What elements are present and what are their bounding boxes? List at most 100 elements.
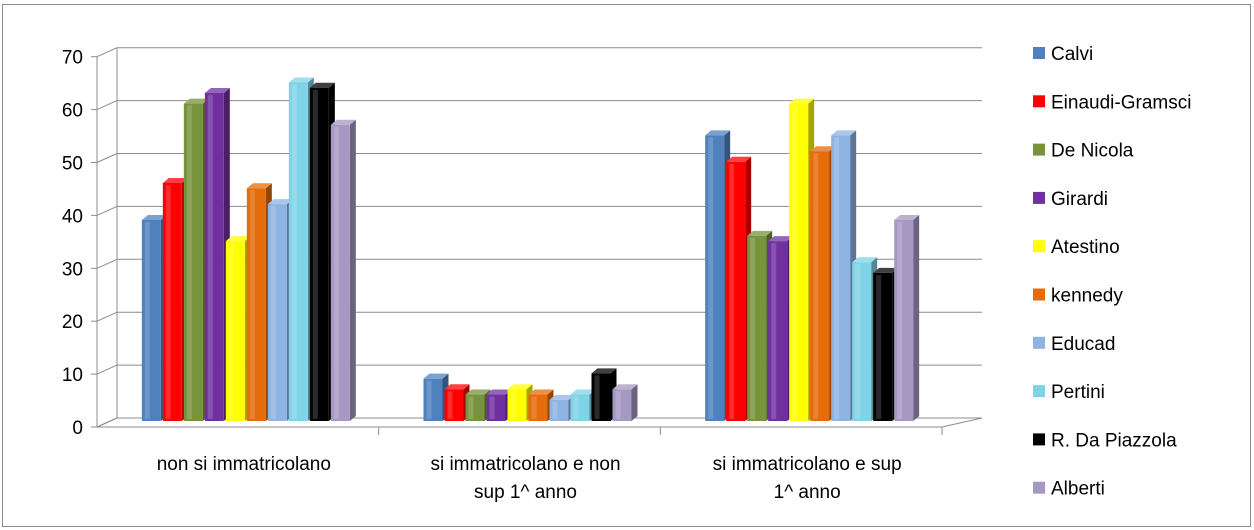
bar-highlight [447,391,453,419]
bar-top [591,368,617,374]
bar-top [465,389,491,395]
y-tick-label: 60 [62,101,83,122]
bar-highlight [834,137,840,419]
bar-highlight [792,105,798,419]
bar-front [831,135,851,421]
y-tick-label: 0 [72,418,83,439]
legend-label: Atestino [1051,237,1120,258]
x-category-label: non si immatricolano [157,454,331,475]
floor-left-edge [96,417,118,428]
bar-front [162,182,182,421]
bar-front [309,87,329,421]
legend-swatch [1033,433,1045,446]
y-tick-label: 20 [62,312,83,333]
bar-top [267,199,293,205]
legend-label: Girardi [1051,189,1108,210]
bar-top [162,177,188,183]
bar-top [528,389,554,395]
bar-highlight [708,137,714,419]
bar-front [810,151,830,421]
bar-top [726,156,752,162]
legend-item: Calvi [1033,44,1093,65]
bar-highlight [855,264,861,419]
axis-labels: 0 10 20 30 40 50 60 70 non si immatricolano si im… [62,48,902,503]
bar-front [183,103,203,421]
bar-top [570,389,596,395]
legend-item: Einaudi-Gramsci [1033,92,1191,113]
y-tick-label: 10 [62,365,83,386]
bar-highlight [876,274,882,419]
bar-top [768,236,794,242]
x-category-label: si immatricolano e non [430,454,620,475]
bar-top [444,384,470,390]
bar-highlight [312,89,318,419]
bar-top [747,230,773,236]
bar-front [330,124,350,421]
legend-item: kennedy [1033,286,1123,307]
bars [141,77,920,422]
bar-top [549,394,575,400]
bar-highlight [333,126,339,419]
bar-front [204,93,224,422]
bar-top [873,267,899,273]
bar-top [507,384,533,390]
bar-front [570,394,590,421]
bar-top [183,98,209,104]
bar-highlight [729,163,735,419]
bar-highlight [144,221,150,419]
bar-front [444,389,464,421]
bar-top [831,130,857,136]
bar-highlight [270,206,276,419]
bar-front [705,135,725,421]
bar-top [288,77,314,83]
legend-item: Pertini [1033,382,1105,403]
legend-swatch [1033,191,1045,204]
gridline-depth [96,258,118,269]
bar-front [612,389,632,421]
legend-label: kennedy [1051,286,1123,307]
y-tick-label: 40 [62,206,83,227]
bar-front [141,219,161,421]
bar-highlight [510,391,516,419]
bar-front [852,262,872,421]
gridline-depth [96,205,118,216]
bar-top [246,183,272,189]
bar-top [309,82,335,88]
bar-front [894,219,914,421]
legend-label: Alberti [1051,479,1105,500]
y-tick-label: 70 [62,48,83,69]
bar-highlight [897,221,903,419]
bar-highlight [552,401,558,419]
gridline-depth [96,311,118,322]
bar-side [631,384,638,421]
legend-label: Educad [1051,334,1115,355]
bar-front [465,394,485,421]
bar-top [705,130,731,136]
bar-top [612,384,638,390]
bar-highlight [186,105,192,419]
bar-highlight [750,237,756,419]
legend-item: Alberti [1033,479,1105,500]
bar-highlight [771,243,777,419]
legend-label: R. Da Piazzola [1051,430,1177,451]
legend: Calvi Einaudi-Gramsci De Nicola Girardi Ates… [1033,44,1191,500]
bar [894,214,920,421]
bar-highlight [165,184,171,419]
bar-top [894,214,920,220]
y-tick-label: 50 [62,154,83,175]
legend-label: Calvi [1051,44,1093,65]
legend-swatch [1033,47,1045,59]
bar-highlight [489,396,495,419]
bar-top [141,214,167,220]
legend-label: De Nicola [1051,141,1134,162]
legend-item: R. Da Piazzola [1033,430,1177,451]
bar-highlight [468,396,474,419]
bar-front [507,389,527,421]
bar-highlight [813,153,819,419]
legend-swatch [1033,385,1045,398]
bar-highlight [531,396,537,419]
bar-front [423,378,443,421]
bar-front [549,399,569,421]
bar-top [204,88,230,94]
